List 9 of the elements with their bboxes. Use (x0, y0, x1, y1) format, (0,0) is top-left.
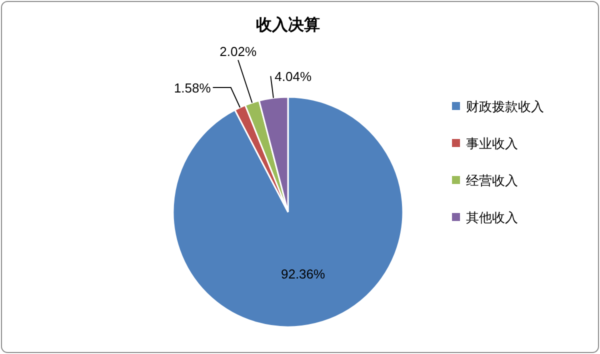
legend-label: 财政拨款收入 (466, 99, 544, 114)
legend-label: 其他收入 (466, 210, 518, 225)
chart-title: 收入决算 (256, 16, 320, 34)
legend-label: 事业收入 (466, 136, 518, 151)
data-label: 4.04% (274, 69, 312, 84)
data-label: 92.36% (280, 266, 326, 282)
data-label: 1.58% (174, 80, 212, 96)
legend-label: 经营收入 (466, 173, 518, 188)
data-label: 2.02% (220, 44, 257, 59)
